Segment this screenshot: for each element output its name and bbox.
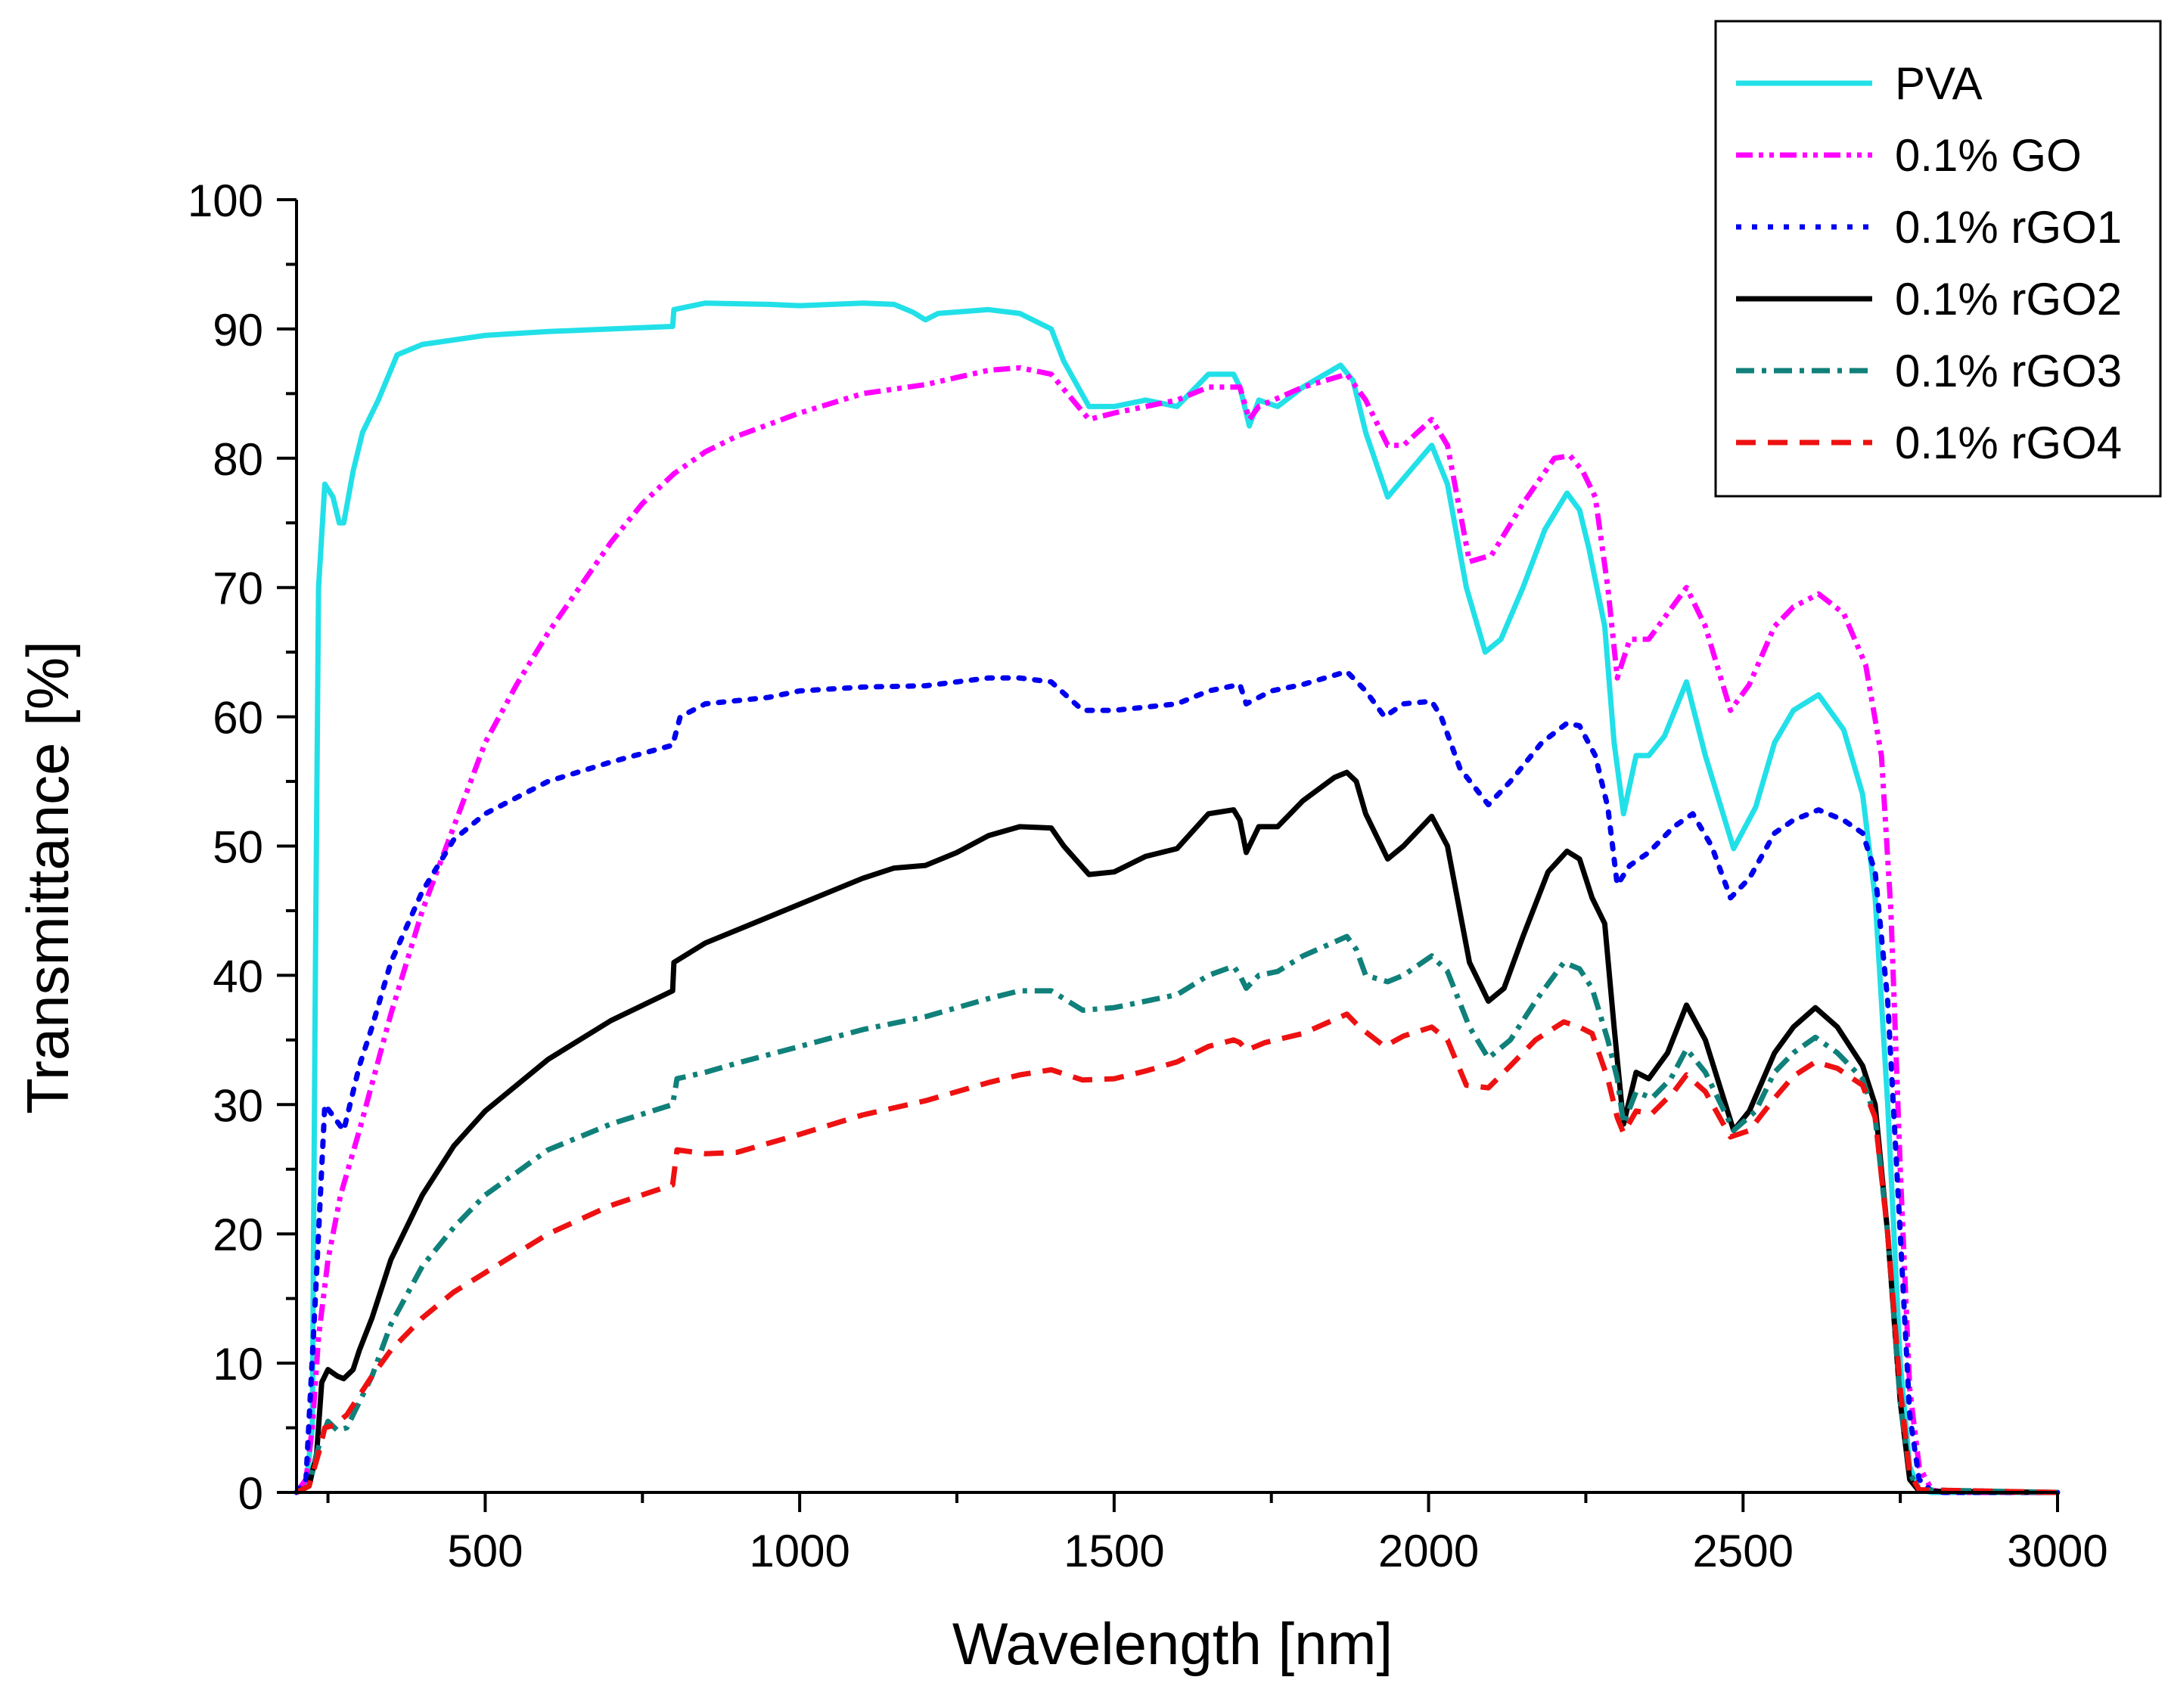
y-tick-label: 10 <box>213 1339 263 1390</box>
x-tick-label: 3000 <box>2007 1526 2107 1576</box>
series-line-3 <box>295 769 2058 1495</box>
y-axis-label: Transmittance [%] <box>14 641 81 1114</box>
y-tick-label: 0 <box>238 1468 263 1519</box>
y-tick-label: 80 <box>213 434 263 485</box>
legend-label-5: 0.1% rGO4 <box>1895 418 2122 468</box>
axes-layer: 0 10 20 30 40 50 60 70 80 90 100 500 1000 1500 2000 250… <box>188 175 2108 1576</box>
x-tick-label: 2000 <box>1378 1526 1479 1576</box>
series-line-4 <box>295 933 2058 1495</box>
legend-label-3: 0.1% rGO2 <box>1895 274 2122 325</box>
y-tick-label: 40 <box>213 951 263 1002</box>
series-line-1 <box>294 365 2058 1495</box>
y-tick-label: 20 <box>213 1210 263 1260</box>
x-tick-label: 1500 <box>1064 1526 1164 1576</box>
series-line-5 <box>295 1011 2058 1495</box>
x-tick-label: 1000 <box>749 1526 849 1576</box>
y-tick-label: 90 <box>213 305 263 356</box>
y-tick-label: 70 <box>213 564 263 614</box>
y-tick-label: 60 <box>213 693 263 744</box>
legend-label-4: 0.1% rGO3 <box>1895 346 2122 396</box>
y-tick-label: 30 <box>213 1080 263 1131</box>
y-tick-label: 100 <box>188 175 263 226</box>
x-tick-label: 500 <box>447 1526 523 1576</box>
legend-label-2: 0.1% rGO1 <box>1895 202 2122 253</box>
series-layer <box>294 300 2061 1495</box>
legend: PVA 0.1% GO 0.1% rGO1 0.1% rGO2 0.1% rGO3 0.1… <box>1714 20 2162 498</box>
series-line-2 <box>294 669 2061 1495</box>
y-tick-label: 50 <box>213 822 263 873</box>
legend-label-1: 0.1% GO <box>1895 130 2082 181</box>
legend-box <box>1714 20 2162 498</box>
x-axis-label: Wavelength [nm] <box>952 1610 1393 1677</box>
x-tick-label: 2500 <box>1693 1526 1794 1576</box>
series-line-0 <box>295 300 2058 1495</box>
legend-label-0: PVA <box>1895 58 1983 109</box>
